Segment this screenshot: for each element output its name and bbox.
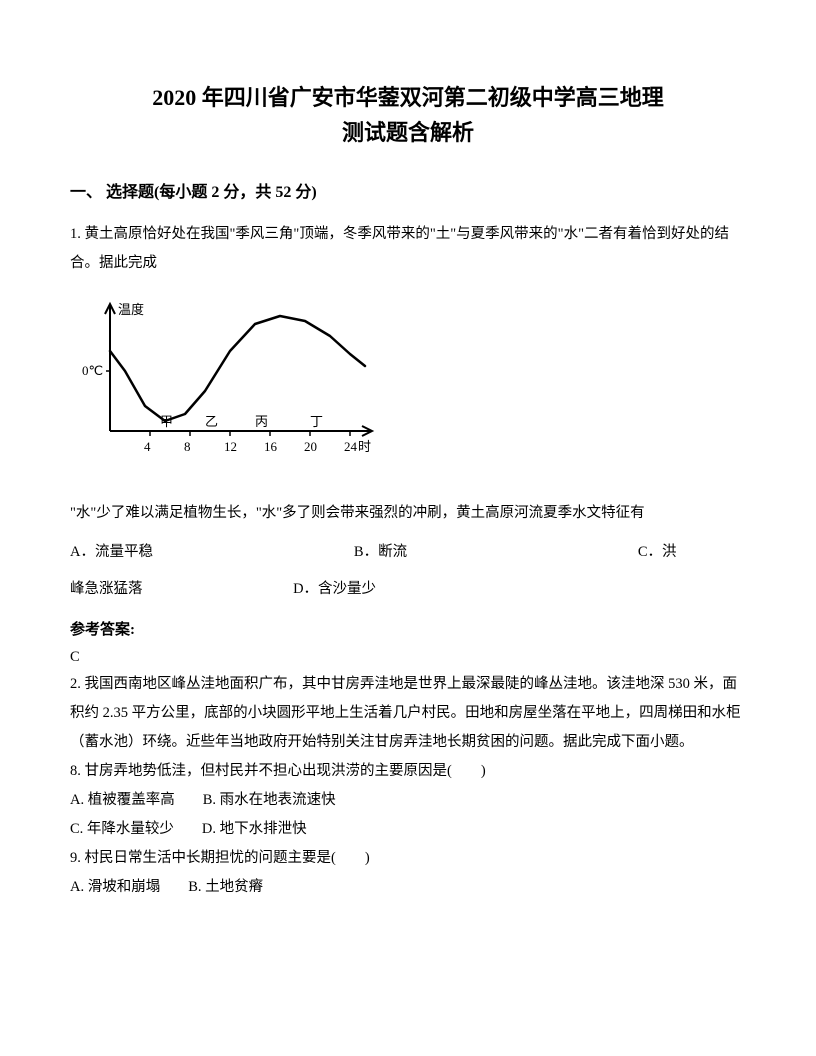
svg-text:12: 12 bbox=[224, 439, 237, 454]
question-9-options-row1: A. 滑坡和崩塌 B. 土地贫瘠 bbox=[70, 873, 746, 902]
q8-option-d: D. 地下水排泄快 bbox=[202, 815, 307, 844]
question-1: 1. 黄土高原恰好处在我国"季风三角"顶端，冬季风带来的"土"与夏季风带来的"水… bbox=[70, 220, 746, 278]
page-title: 2020 年四川省广安市华蓥双河第二初级中学高三地理 测试题含解析 bbox=[70, 80, 746, 150]
question-8: 8. 甘房弄地势低洼，但村民并不担心出现洪涝的主要原因是( ) bbox=[70, 757, 746, 786]
svg-text:24: 24 bbox=[344, 439, 358, 454]
svg-text:温度: 温度 bbox=[118, 302, 144, 317]
question-1-followup-text: "水"少了难以满足植物生长，"水"多了则会带来强烈的冲刷，黄土高原河流夏季水文特… bbox=[70, 499, 746, 528]
temperature-chart: 温度0℃4812162024时甲乙丙丁 bbox=[80, 296, 746, 481]
svg-text:时: 时 bbox=[358, 439, 371, 454]
q1-option-d: D．含沙量少 bbox=[293, 575, 746, 604]
question-9: 9. 村民日常生活中长期担忧的问题主要是( ) bbox=[70, 844, 746, 873]
title-line1: 2020 年四川省广安市华蓥双河第二初级中学高三地理 bbox=[70, 80, 746, 115]
svg-text:16: 16 bbox=[264, 439, 278, 454]
question-1-options: A．流量平稳 B．断流 C．洪 峰急涨猛落 D．含沙量少 bbox=[70, 538, 746, 604]
svg-text:4: 4 bbox=[144, 439, 151, 454]
q1-answer: C bbox=[70, 649, 746, 666]
q8-option-b: B. 雨水在地表流速快 bbox=[203, 786, 336, 815]
svg-text:0℃: 0℃ bbox=[82, 363, 103, 378]
q1-option-b: B．断流 bbox=[354, 538, 638, 567]
question-1-followup: "水"少了难以满足植物生长，"水"多了则会带来强烈的冲刷，黄土高原河流夏季水文特… bbox=[70, 499, 746, 528]
chart-svg: 温度0℃4812162024时甲乙丙丁 bbox=[80, 296, 380, 476]
svg-text:乙: 乙 bbox=[205, 414, 218, 429]
q8-option-a: A. 植被覆盖率高 bbox=[70, 786, 175, 815]
q9-option-a: A. 滑坡和崩塌 bbox=[70, 873, 160, 902]
q1-option-a: A．流量平稳 bbox=[70, 538, 354, 567]
question-8-options-row2: C. 年降水量较少 D. 地下水排泄快 bbox=[70, 815, 746, 844]
question-8-options-row1: A. 植被覆盖率高 B. 雨水在地表流速快 bbox=[70, 786, 746, 815]
section-1-header: 一、 选择题(每小题 2 分，共 52 分) bbox=[70, 178, 746, 202]
question-2-intro: 2. 我国西南地区峰丛洼地面积广布，其中甘房弄洼地是世界上最深最陡的峰丛洼地。该… bbox=[70, 670, 746, 757]
svg-text:丁: 丁 bbox=[310, 414, 323, 429]
question-1-text: 1. 黄土高原恰好处在我国"季风三角"顶端，冬季风带来的"土"与夏季风带来的"水… bbox=[70, 220, 746, 278]
q8-option-c: C. 年降水量较少 bbox=[70, 815, 174, 844]
answer-label: 参考答案: bbox=[70, 618, 746, 639]
svg-text:丙: 丙 bbox=[255, 414, 268, 429]
title-line2: 测试题含解析 bbox=[70, 115, 746, 150]
q1-option-c: C．洪 bbox=[638, 538, 746, 567]
q9-option-b: B. 土地贫瘠 bbox=[188, 873, 263, 902]
svg-text:8: 8 bbox=[184, 439, 191, 454]
svg-text:20: 20 bbox=[304, 439, 317, 454]
q1-option-c2: 峰急涨猛落 bbox=[70, 575, 293, 604]
